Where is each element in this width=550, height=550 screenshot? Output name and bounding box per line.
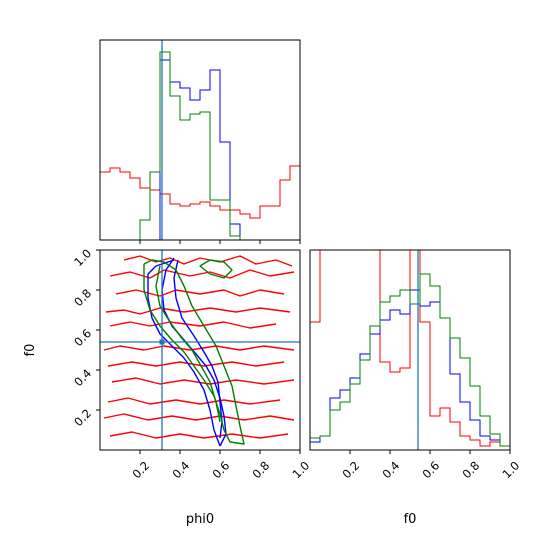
contour-red-1 [109, 269, 295, 279]
contour-blue-4 [213, 429, 221, 447]
contour-blue-3 [147, 259, 175, 275]
f0-x-tick-label-0.6: 0.6 [420, 458, 443, 481]
panel-2d-frame [99, 249, 301, 451]
contour-blue-1 [173, 259, 223, 439]
phi0-x-tick-label-0.8: 0.8 [250, 458, 273, 481]
f0-x-tick-label-0.4: 0.4 [380, 458, 403, 481]
contour-red-10 [109, 431, 289, 439]
f0-x-tick-label-1.0: 1.0 [500, 458, 523, 481]
contour-blue-0 [161, 257, 227, 447]
panel-2d-phi0-f0: 0.2 0.4 0.6 0.8 1.0 0.2 0.4 0.6 0.8 1.0 [71, 246, 312, 481]
hist-phi0-series [100, 51, 300, 240]
x-ticks-phi0: 0.2 0.4 0.6 0.8 1.0 [130, 450, 313, 481]
contour-red-4 [109, 321, 277, 329]
contour-red-3 [105, 307, 291, 315]
hist-phi0-red [100, 165, 300, 240]
hist-f0-blue [310, 289, 510, 450]
x-axis-label-f0: f0 [404, 512, 417, 527]
phi0-x-tick-label-0.2: 0.2 [130, 458, 153, 481]
contour-red-7 [111, 377, 295, 385]
f0-y-tick-label-0.2: 0.2 [71, 406, 94, 429]
contour-series [103, 255, 295, 447]
phi0-x-tick-label-0.4: 0.4 [170, 458, 193, 481]
panel-hist-phi0 [99, 39, 301, 244]
hist-f0-red [310, 250, 510, 450]
panel-hist-f0-frame [309, 249, 511, 451]
f0-y-tick-label-0.8: 0.8 [71, 286, 94, 309]
y-axis-label-f0: f0 [23, 344, 38, 357]
y-ticks-f0: 0.2 0.4 0.6 0.8 1.0 [71, 246, 100, 429]
f0-x-tick-label-0.8: 0.8 [460, 458, 483, 481]
contour-red-9 [103, 413, 295, 421]
f0-y-tick-label-0.6: 0.6 [71, 326, 94, 349]
panel-hist-phi0-bg [100, 40, 300, 240]
f0-y-tick-label-1.0: 1.0 [71, 246, 94, 269]
panel-hist-phi0-frame [99, 39, 301, 241]
hist-phi0-green [100, 51, 300, 240]
hist-f0-green [310, 273, 510, 450]
hist-f0-series [310, 250, 510, 450]
truth-point [159, 339, 165, 345]
phi0-x-tick-label-1.0: 1.0 [290, 458, 313, 481]
f0-y-tick-label-0.4: 0.4 [71, 366, 94, 389]
contour-green-2 [199, 259, 233, 279]
contour-red-8 [107, 397, 281, 405]
contour-green-1 [155, 265, 221, 423]
contour-red-2 [115, 289, 285, 297]
x-ticks-f0: 0.2 0.4 0.6 0.8 1.0 [340, 450, 523, 481]
hist-phi0-ticks [139, 240, 301, 244]
hist-phi0-blue [100, 59, 300, 240]
panel-hist-f0: 0.2 0.4 0.6 0.8 1.0 [309, 249, 523, 481]
f0-x-tick-label-0.2: 0.2 [340, 458, 363, 481]
x-axis-label-phi0: phi0 [186, 512, 214, 527]
phi0-x-tick-label-0.6: 0.6 [210, 458, 233, 481]
contour-red-5 [103, 345, 295, 351]
contour-green-0 [143, 259, 245, 445]
contour-red-6 [107, 361, 285, 367]
